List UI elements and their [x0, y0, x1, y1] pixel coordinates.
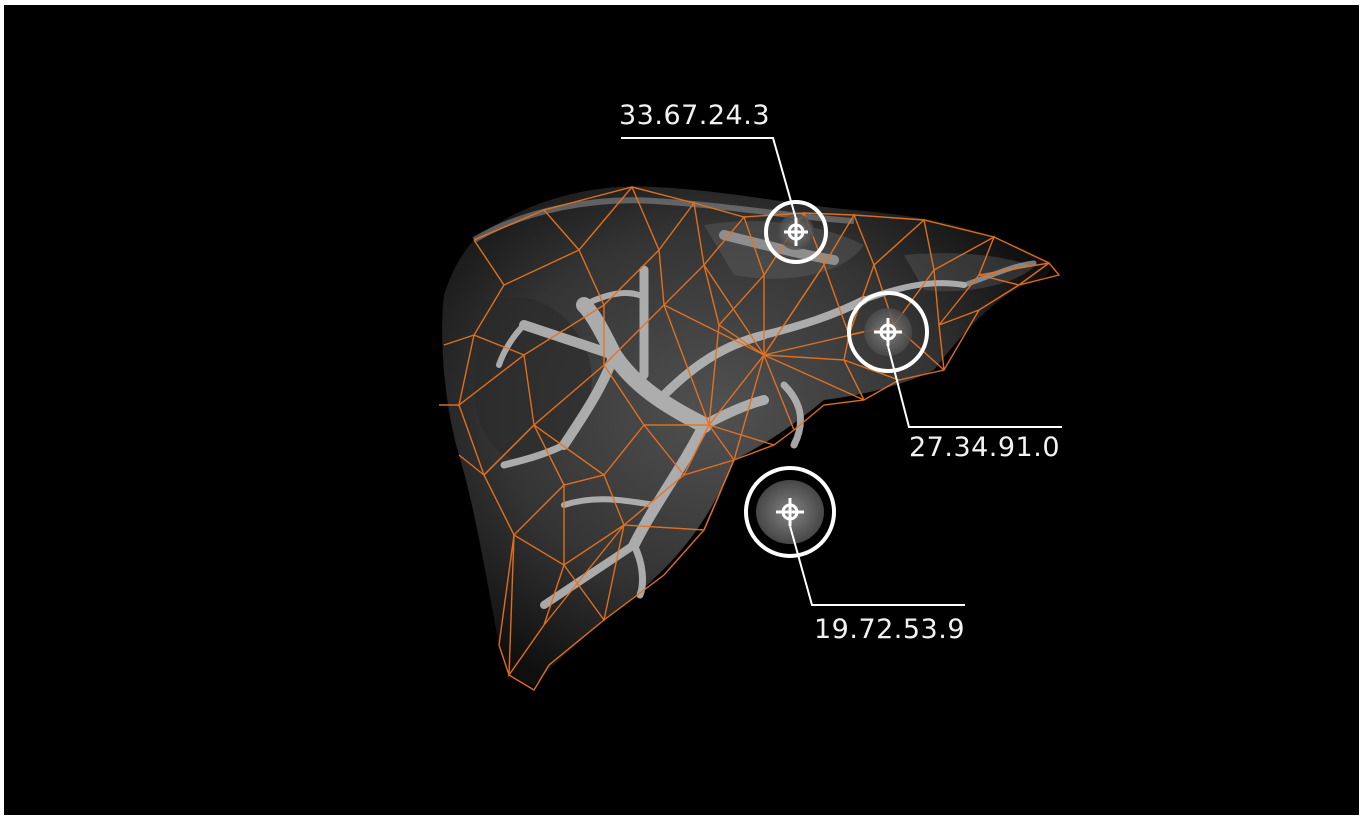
- left-fade-overlay: [404, 185, 524, 705]
- marker-1-coordinate-label: 33.67.24.3: [619, 102, 770, 129]
- 3d-viewport[interactable]: 33.67.24.3 27.34.91.0 19.72.53.9: [4, 5, 1359, 815]
- marker-3-coordinate-label: 19.72.53.9: [814, 616, 965, 643]
- marker-3-leader-line: [790, 526, 965, 605]
- marker-2-coordinate-label: 27.34.91.0: [909, 434, 1060, 461]
